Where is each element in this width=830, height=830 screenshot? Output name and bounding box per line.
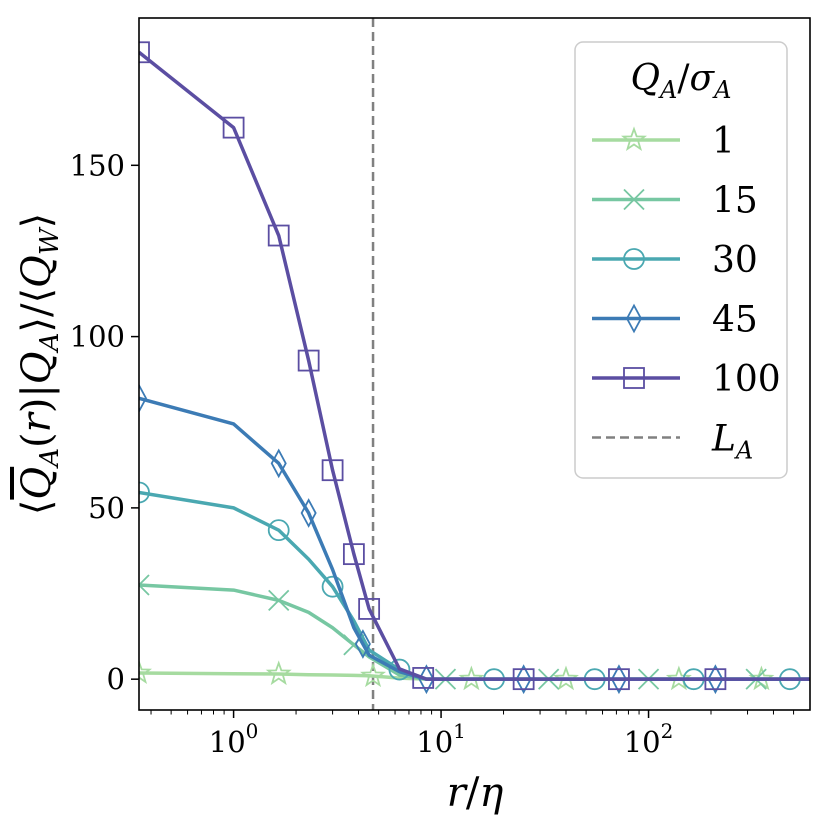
legend-label-100: 100 [712,359,781,400]
y-tick-label-100: 100 [70,320,125,354]
marker-45-5 [515,664,532,695]
series-line-30 [139,490,810,681]
series-line-15 [139,583,810,681]
marker-45-7 [707,664,724,695]
marker-1-3 [458,665,485,691]
legend-label-1: 1 [712,121,735,162]
legend-marker-30 [623,248,645,270]
marker-100-0 [139,41,150,64]
plot-frame [138,17,811,711]
marker-1-5 [665,665,692,691]
series-line-100 [139,50,810,681]
legend-label-15: 15 [712,181,758,222]
x-axis-label: r/η [447,770,504,816]
marker-100-4 [321,459,344,482]
plot-area [139,18,810,710]
legend-label-reference: LA [711,419,753,465]
marker-100-5 [342,543,365,566]
marker-45-0 [139,383,148,414]
marker-45-3 [354,629,371,659]
marker-1-0 [139,659,152,685]
marker-30-0 [139,481,150,504]
marker-30-1 [267,519,290,542]
marker-15-1 [268,589,290,612]
marker-100-2 [267,224,290,247]
legend-marker-1 [621,126,647,152]
y-tick-label-50: 50 [88,491,125,525]
marker-45-6 [610,664,627,695]
marker-30-2 [321,575,344,598]
marker-100-9 [608,668,630,691]
x-tick-label-10: 101 [416,719,466,759]
marker-30-3 [388,658,411,681]
y-tick-label-150: 150 [70,148,125,182]
marker-15-0 [139,574,150,596]
marker-100-8 [512,668,535,691]
marker-45-4 [418,664,435,695]
marker-100-3 [297,349,320,372]
legend-marker-15 [623,188,645,211]
y-axis-label: ⟨QA(r)|QA⟩/⟨QW⟩ [14,213,65,515]
marker-100-10 [704,668,727,691]
axes: 0 50 100 150 100 101 102 [70,17,811,759]
marker-100-7 [412,667,435,689]
x-tick-label-100: 102 [624,719,674,759]
legend-frame [574,41,788,479]
legend-label-30: 30 [712,240,758,281]
marker-1-4 [552,665,579,691]
marker-45-1 [270,448,287,479]
marker-1-1 [265,660,292,686]
legend: QA/σA 1 15 30 45 100 LA [574,41,788,479]
y-tick-label-0: 0 [107,662,125,696]
marker-100-1 [222,116,245,139]
legend-label-45: 45 [712,300,758,341]
legend-title: QA/σA [631,58,732,104]
marker-100-6 [358,598,381,620]
x-tick-label-1: 100 [209,719,259,759]
marker-45-2 [300,498,317,528]
marker-1-2 [360,662,387,688]
legend-marker-100 [623,367,645,389]
legend-entries: 1 15 30 45 100 LA [592,121,781,465]
legend-marker-45 [625,303,643,334]
